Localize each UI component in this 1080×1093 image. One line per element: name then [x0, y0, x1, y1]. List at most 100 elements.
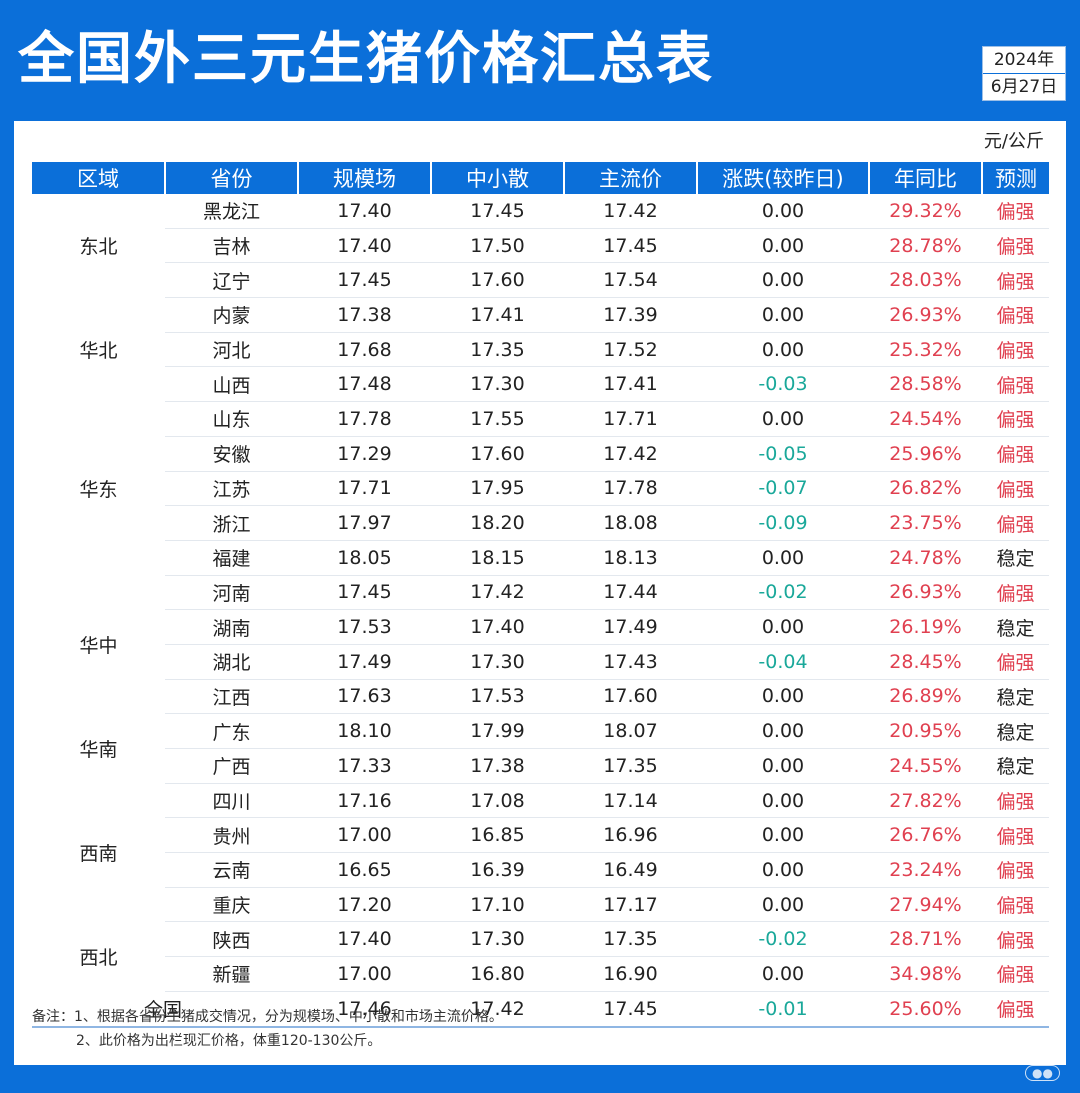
cell-yoy: 28.78% — [869, 228, 982, 264]
cell-forecast: 稳定 — [982, 748, 1049, 784]
region-cell: 华北 — [79, 340, 118, 363]
cell-province: 吉林 — [165, 228, 298, 264]
cell-scale: 17.20 — [298, 887, 431, 923]
cell-yoy: 20.95% — [869, 713, 982, 749]
watermark-badge: ●● — [1025, 1065, 1060, 1081]
table-body: 东北 黑龙江 17.40 17.45 17.42 0.00 29.32% 偏强 吉林 17.40 1… — [32, 194, 1049, 1028]
cell-small: 17.41 — [431, 297, 564, 333]
note-2: 2、此价格为出栏现汇价格，体重120-130公斤。 — [76, 1033, 382, 1049]
table-row: 西南 四川 17.16 17.08 17.14 0.00 27.82% 偏强 — [32, 783, 1049, 865]
cell-small: 16.85 — [431, 817, 564, 854]
header-yoy: 年同比 — [869, 162, 983, 194]
total-row: 全国 17.46 17.42 17.45 -0.01 25.60% 偏强 — [32, 991, 1049, 1028]
table-row: 江西 17.63 17.53 17.60 0.00 26.89% 稳定 — [32, 679, 1049, 715]
cell-scale: 17.45 — [298, 575, 431, 611]
table-row: 浙江 17.97 18.20 18.08 -0.09 23.75% 偏强 — [32, 505, 1049, 541]
cell-scale: 17.16 — [298, 783, 431, 819]
note-1: 备注：1、根据各省份生猪成交情况，分为规模场、中小散和市场主流价格。 — [32, 1009, 503, 1025]
cell-forecast: 偏强 — [982, 471, 1049, 507]
cell-change: -0.03 — [697, 366, 869, 403]
cell-main: 17.14 — [564, 783, 697, 819]
cell-forecast: 偏强 — [982, 921, 1049, 958]
region-cell: 东北 — [79, 236, 118, 259]
header-province: 省份 — [165, 162, 299, 194]
cell-province: 江西 — [165, 679, 298, 715]
cell-forecast: 偏强 — [982, 887, 1049, 923]
cell-main: 16.90 — [564, 956, 697, 992]
cell-forecast: 偏强 — [982, 366, 1049, 403]
cell-main: 17.60 — [564, 679, 697, 715]
cell-small: 17.35 — [431, 332, 564, 368]
cell-scale: 17.33 — [298, 748, 431, 784]
cell-small: 17.30 — [431, 644, 564, 680]
cell-small: 17.53 — [431, 679, 564, 715]
notes: 备注：1、根据各省份生猪成交情况，分为规模场、中小散和市场主流价格。 2、此价格… — [32, 1005, 503, 1053]
cell-main: 17.41 — [564, 366, 697, 403]
cell-forecast: 偏强 — [982, 817, 1049, 854]
cell-main: 17.42 — [564, 194, 697, 229]
cell-small: 17.60 — [431, 436, 564, 472]
table-row: 重庆 17.20 17.10 17.17 0.00 27.94% 偏强 — [32, 887, 1049, 923]
cell-forecast: 稳定 — [982, 540, 1049, 576]
table-row: 辽宁 17.45 17.60 17.54 0.00 28.03% 偏强 — [32, 262, 1049, 299]
cell-yoy: 23.75% — [869, 505, 982, 541]
table-row: 安徽 17.29 17.60 17.42 -0.05 25.96% 偏强 — [32, 436, 1049, 472]
cell-yoy: 26.89% — [869, 679, 982, 715]
cell-main: 17.35 — [564, 748, 697, 784]
cell-scale: 18.10 — [298, 713, 431, 749]
cell-small: 16.80 — [431, 956, 564, 992]
cell-main: 18.07 — [564, 713, 697, 749]
cell-change: -0.04 — [697, 644, 869, 680]
cell-small: 16.39 — [431, 852, 564, 888]
cell-change: 0.00 — [697, 297, 869, 333]
cell-scale: 17.29 — [298, 436, 431, 472]
table-row: 西北 陕西 17.40 17.30 17.35 -0.02 28.71% 偏强 — [32, 921, 1049, 969]
total-label: 全国 — [32, 991, 298, 1028]
cell-scale: 17.38 — [298, 297, 431, 333]
cell-small: 17.08 — [431, 783, 564, 819]
cell-scale: 17.49 — [298, 644, 431, 680]
cell-small: 17.99 — [431, 713, 564, 749]
total-forecast: 偏强 — [982, 991, 1049, 1028]
cell-forecast: 偏强 — [982, 644, 1049, 680]
cell-main: 16.96 — [564, 817, 697, 854]
cell-yoy: 26.76% — [869, 817, 982, 854]
cell-province: 贵州 — [165, 817, 298, 854]
cell-change: 0.00 — [697, 194, 869, 229]
cell-yoy: 28.03% — [869, 262, 982, 299]
cell-scale: 17.78 — [298, 401, 431, 437]
cell-main: 17.43 — [564, 644, 697, 680]
table-row: 贵州 17.00 16.85 16.96 0.00 26.76% 偏强 — [32, 817, 1049, 854]
region-cell: 西南 — [79, 843, 118, 866]
table-row: 云南 16.65 16.39 16.49 0.00 23.24% 偏强 — [32, 852, 1049, 888]
cell-province: 广东 — [165, 713, 298, 749]
total-small: 17.42 — [431, 991, 564, 1028]
cell-change: -0.02 — [697, 575, 869, 611]
total-change: -0.01 — [697, 991, 869, 1028]
price-table: 区域 省份 规模场 中小散 主流价 涨跌(较昨日) 年同比 预测 东北 黑龙江 17… — [32, 162, 1049, 1028]
cell-forecast: 稳定 — [982, 713, 1049, 749]
header-row: 区域 省份 规模场 中小散 主流价 涨跌(较昨日) 年同比 预测 — [32, 162, 1049, 194]
cell-province: 湖南 — [165, 609, 298, 645]
cell-scale: 18.05 — [298, 540, 431, 576]
cell-change: -0.05 — [697, 436, 869, 472]
cell-main: 17.52 — [564, 332, 697, 368]
table-row: 华南 广东 18.10 17.99 18.07 0.00 20.95% 稳定 — [32, 713, 1049, 761]
cell-province: 河南 — [165, 575, 298, 611]
cell-province: 四川 — [165, 783, 298, 819]
header-small: 中小散 — [431, 162, 565, 194]
cell-change: -0.09 — [697, 505, 869, 541]
cell-province: 福建 — [165, 540, 298, 576]
cell-forecast: 偏强 — [982, 436, 1049, 472]
cell-province: 新疆 — [165, 956, 298, 992]
cell-province: 山东 — [165, 401, 298, 437]
cell-change: -0.07 — [697, 471, 869, 507]
cell-yoy: 25.32% — [869, 332, 982, 368]
cell-scale: 17.00 — [298, 817, 431, 854]
cell-province: 重庆 — [165, 887, 298, 923]
date-year: 2024年 — [993, 50, 1055, 70]
cell-scale: 17.40 — [298, 228, 431, 264]
cell-change: 0.00 — [697, 852, 869, 888]
table-row: 福建 18.05 18.15 18.13 0.00 24.78% 稳定 — [32, 540, 1049, 576]
cell-main: 17.78 — [564, 471, 697, 507]
